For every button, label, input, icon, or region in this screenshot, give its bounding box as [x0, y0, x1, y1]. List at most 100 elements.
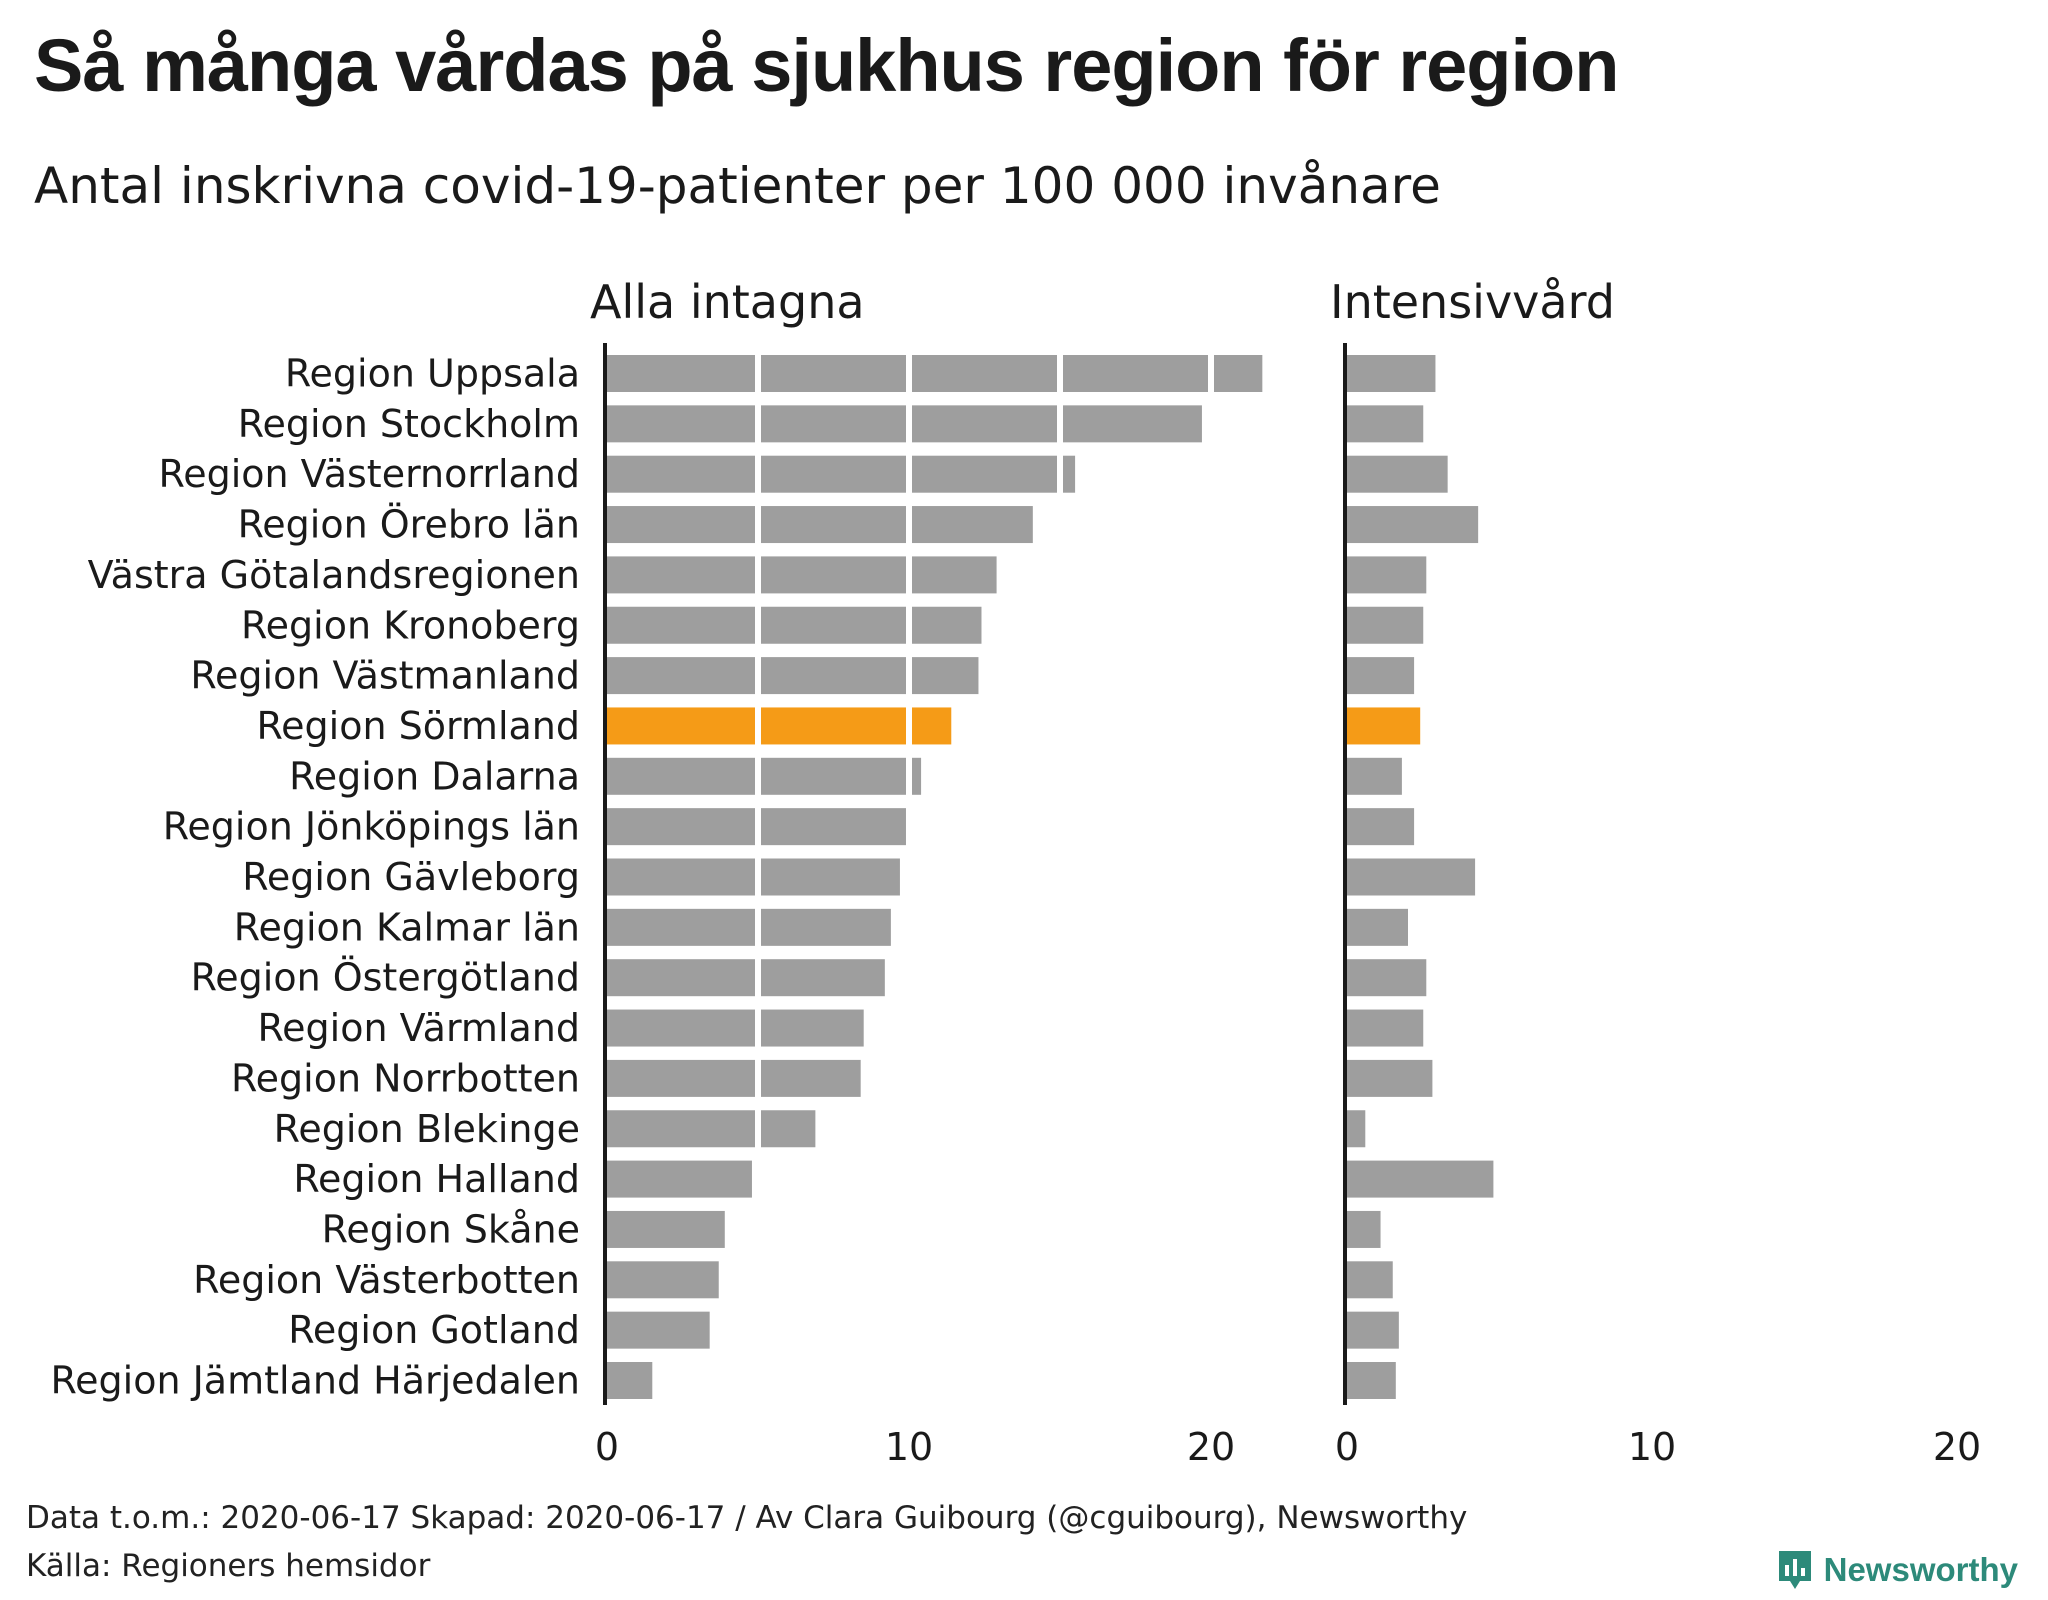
bar [912, 757, 922, 795]
category-label: Region Västmanland [190, 654, 580, 698]
bar [1347, 556, 1427, 594]
bar [1347, 1110, 1366, 1148]
category-label: Region Gotland [288, 1308, 580, 1352]
bar [1214, 355, 1263, 392]
chart-subtitle: Antal inskrivna covid-19-patienter per 1… [34, 157, 1441, 215]
bar [607, 556, 755, 594]
panel-title: Intensivvård [1330, 275, 1615, 329]
category-label: Region Sörmland [256, 704, 580, 748]
brand-name: Newsworthy [1823, 1551, 2018, 1588]
category-label: Region Västernorrland [159, 452, 581, 496]
bar [1063, 355, 1208, 392]
category-label: Region Dalarna [289, 754, 580, 798]
bar [607, 657, 755, 695]
bar [1347, 1059, 1433, 1097]
category-label: Västra Götalandsregionen [88, 553, 580, 597]
x-tick-label: 20 [1933, 1425, 1981, 1469]
bar [761, 355, 906, 392]
newsworthy-logo-icon [1778, 1551, 1811, 1589]
bar [912, 355, 1057, 392]
x-tick-label: 20 [1187, 1425, 1235, 1469]
bar [607, 1160, 752, 1198]
bar [607, 1311, 710, 1349]
bar [912, 506, 1033, 544]
bar [761, 455, 906, 493]
bar [761, 1059, 861, 1097]
bar [1347, 506, 1479, 544]
bar [1063, 405, 1202, 443]
x-tick-label: 0 [1335, 1425, 1359, 1469]
bar [761, 556, 906, 594]
bar [761, 757, 906, 795]
category-label: Region Uppsala [285, 352, 580, 396]
bar [761, 959, 885, 997]
category-label: Region Jönköpings län [163, 805, 580, 849]
bar [1347, 1311, 1399, 1349]
bar [912, 606, 982, 644]
bar [1347, 355, 1436, 392]
category-label: Region Halland [293, 1157, 580, 1201]
bar [912, 707, 952, 745]
category-label: Region Stockholm [238, 402, 580, 446]
footer-source: Källa: Regioners hemsidor [26, 1548, 431, 1584]
category-label: Region Kronoberg [241, 603, 580, 647]
bar [1347, 707, 1421, 745]
category-label: Region Gävleborg [242, 855, 580, 899]
bar [761, 506, 906, 544]
bar [607, 606, 755, 644]
category-label: Region Västerbotten [193, 1258, 580, 1302]
bar [912, 556, 997, 594]
bar [761, 707, 906, 745]
bar [607, 1362, 653, 1399]
bar [1347, 405, 1424, 443]
bar [1347, 908, 1408, 946]
category-label: Region Skåne [322, 1207, 580, 1251]
category-label: Region Värmland [257, 1006, 580, 1050]
bar [1347, 606, 1424, 644]
panel-title: Alla intagna [590, 275, 865, 329]
bar [761, 808, 906, 846]
bar [1063, 455, 1076, 493]
footer-credits: Data t.o.m.: 2020-06-17 Skapad: 2020-06-… [26, 1500, 1468, 1536]
bar [912, 455, 1057, 493]
bar [607, 959, 755, 997]
bar [607, 1110, 755, 1148]
bar [1347, 858, 1476, 896]
bar [607, 1210, 725, 1248]
bar [607, 858, 755, 896]
x-tick-label: 10 [885, 1425, 933, 1469]
bar [607, 1009, 755, 1047]
bar [607, 506, 755, 544]
bar [761, 1110, 816, 1148]
bar [607, 405, 755, 443]
bar [1347, 1261, 1393, 1299]
bar [1347, 1009, 1424, 1047]
bar [912, 405, 1057, 443]
category-label: Region Kalmar län [234, 905, 580, 949]
bar-chart: Region Uppsala Region Stockholm Region Väs… [50, 275, 1981, 1469]
bar [1347, 808, 1415, 846]
bar [607, 908, 755, 946]
x-tick-label: 0 [595, 1425, 619, 1469]
category-label: Region Jämtland Härjedalen [50, 1359, 580, 1403]
bar [607, 355, 755, 392]
bar [761, 858, 900, 896]
footer: Data t.o.m.: 2020-06-17 Skapad: 2020-06-… [26, 1494, 1467, 1590]
chart-title: Så många vårdas på sjukhus region för re… [34, 24, 1619, 107]
bar [607, 757, 755, 795]
bar [1347, 455, 1448, 493]
bar [607, 808, 755, 846]
bar [607, 455, 755, 493]
bar [1347, 757, 1402, 795]
brand-logo[interactable]: Newsworthy [1776, 1548, 2018, 1592]
bar [761, 405, 906, 443]
x-tick-label: 10 [1628, 1425, 1676, 1469]
bar [1347, 959, 1427, 997]
bar [1347, 1160, 1494, 1198]
category-label: Region Örebro län [238, 503, 580, 547]
bar [761, 908, 891, 946]
bar [607, 1059, 755, 1097]
bar [761, 657, 906, 695]
category-label: Region Norrbotten [231, 1056, 580, 1100]
bar [761, 1009, 864, 1047]
